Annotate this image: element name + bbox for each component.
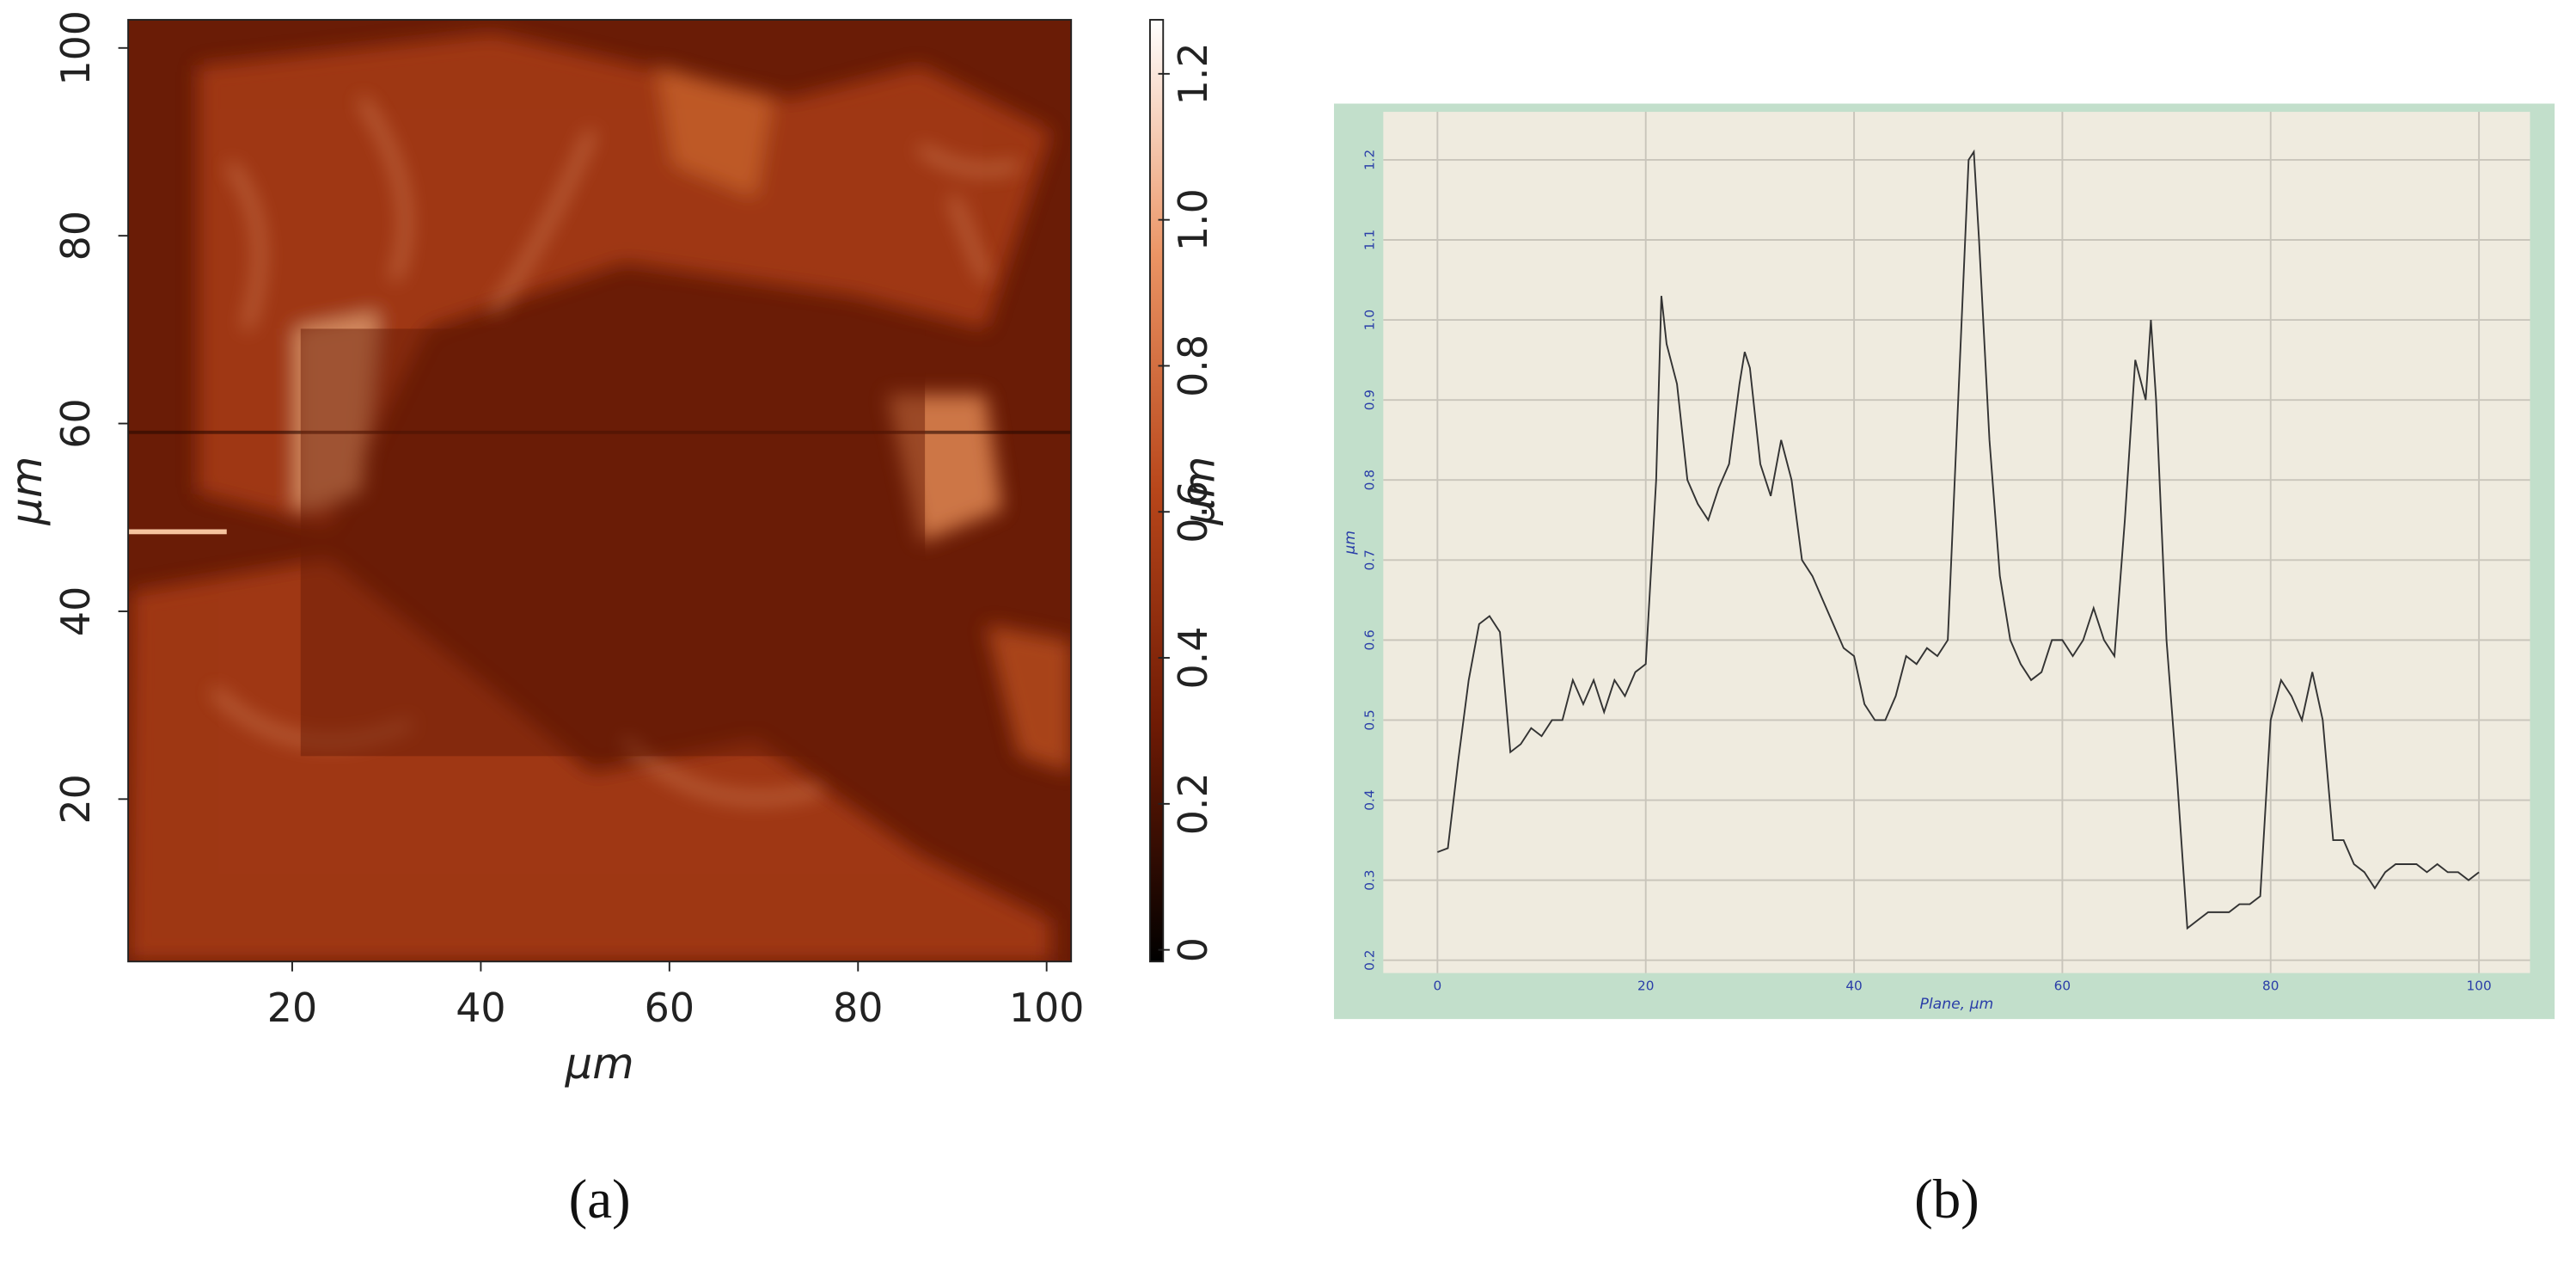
caption: (b) [1914, 1169, 1979, 1230]
y-tick-label: 0.5 [1362, 709, 1378, 730]
y-tick-label: 1.1 [1362, 230, 1378, 250]
x-tick-label: 0 [1434, 978, 1442, 993]
y-tick-label: 40 [52, 586, 99, 636]
x-tick-label: 80 [833, 985, 883, 1031]
profile-line [1437, 149, 2480, 930]
colorbar-tick-label: 1.0 [1170, 188, 1216, 251]
x-tick-label: 100 [1009, 985, 1085, 1031]
colorbar-tick-label: 0.6 [1170, 481, 1216, 543]
x-tick-label: 20 [267, 985, 317, 1031]
x-tick-label: 60 [2054, 978, 2071, 993]
afm-image [128, 20, 1072, 962]
x-tick-label: 100 [2467, 978, 2492, 993]
x-tick-label: 40 [1845, 978, 1862, 993]
image-border [127, 19, 1073, 963]
y-tick-label: 0.3 [1362, 869, 1378, 890]
y-tick-label: 0.9 [1362, 390, 1378, 410]
x-tick-label: 80 [2262, 978, 2279, 993]
x-tick-label: 40 [456, 985, 505, 1031]
x-tick-label: 60 [645, 985, 694, 1031]
y-tick-label: 0.8 [1362, 469, 1378, 490]
y-tick-label: 1.0 [1362, 310, 1378, 330]
x-axis-label: Plane, μm [1920, 996, 1994, 1013]
colorbar [1148, 19, 1165, 963]
y-tick-label: 0.4 [1362, 789, 1378, 810]
y-tick-label: 20 [52, 774, 99, 824]
colorbar-tick-label: 1.2 [1170, 42, 1216, 105]
y-axis-label: μm [2, 457, 52, 526]
y-axis-label: μm [1342, 531, 1359, 555]
y-tick-label: 1.2 [1362, 150, 1378, 170]
y-tick-label: 0.2 [1362, 950, 1378, 971]
caption: (a) [569, 1169, 631, 1230]
y-tick-label: 0.6 [1362, 629, 1378, 650]
plot-background [1383, 112, 2530, 973]
y-tick-label: 100 [52, 10, 99, 86]
colorbar-tick-label: 0.2 [1170, 772, 1216, 835]
y-tick-label: 0.7 [1362, 549, 1378, 570]
colorbar-label: μm [1175, 457, 1225, 526]
x-axis-label: μm [565, 1039, 634, 1089]
y-tick-label: 60 [52, 398, 99, 448]
colorbar-tick-label: 0 [1170, 937, 1216, 962]
y-tick-label: 80 [52, 211, 99, 261]
colorbar-tick-label: 0.8 [1170, 334, 1216, 397]
x-tick-label: 20 [1637, 978, 1654, 993]
colorbar-tick-label: 0.4 [1170, 627, 1216, 690]
